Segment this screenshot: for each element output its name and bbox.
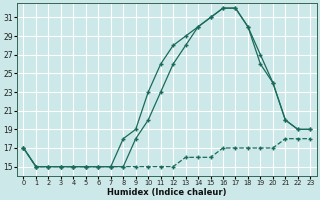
X-axis label: Humidex (Indice chaleur): Humidex (Indice chaleur) — [107, 188, 227, 197]
